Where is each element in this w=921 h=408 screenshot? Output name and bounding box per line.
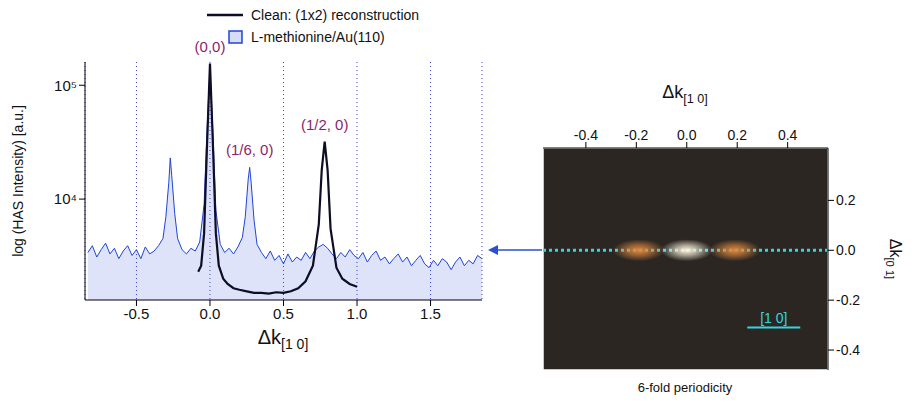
html-text:Δk[1 0]: Δk[1 0] <box>257 326 309 352</box>
html-text:L-methionine/Au(110): L-methionine/Au(110) <box>251 29 385 45</box>
svg-text:0.0: 0.0 <box>836 242 856 258</box>
svg-text:-0.2: -0.2 <box>836 292 860 308</box>
svg-text:0.0: 0.0 <box>677 127 697 143</box>
html-text:Δk: Δk <box>887 238 905 258</box>
svg-text:-0.5: -0.5 <box>124 305 150 322</box>
svg-text:0.5: 0.5 <box>273 305 294 322</box>
svg-text:-0.4: -0.4 <box>836 342 860 358</box>
html-text:log (HAS Intensity) [a.u.]: log (HAS Intensity) [a.u.] <box>10 105 26 257</box>
svg-text:[1 0]: [1 0] <box>760 310 787 326</box>
html-text:Clean: (1x2) reconstruction: Clean: (1x2) reconstruction <box>251 7 420 23</box>
svg-text:-0.2: -0.2 <box>624 127 648 143</box>
svg-text:(1/6, 0): (1/6, 0) <box>226 141 274 158</box>
svg-text:1.0: 1.0 <box>347 305 368 322</box>
html-text:6-fold periodicity: 6-fold periodicity <box>637 380 733 395</box>
svg-text:1.5: 1.5 <box>420 305 441 322</box>
html-text:[0 1]: [0 1] <box>883 257 896 280</box>
svg-text:(0,0): (0,0) <box>195 38 226 55</box>
svg-text:0.2: 0.2 <box>727 127 747 143</box>
svg-text:-0.4: -0.4 <box>574 127 598 143</box>
svg-text:(1/2, 0): (1/2, 0) <box>301 116 349 133</box>
svg-text:0.4: 0.4 <box>778 127 798 143</box>
svg-text:0.2: 0.2 <box>836 192 856 208</box>
svg-text:10⁴: 10⁴ <box>54 190 77 207</box>
svg-text:10⁵: 10⁵ <box>54 77 77 94</box>
html-text:Δk[1 0]: Δk[1 0] <box>662 82 708 106</box>
svg-text:0.0: 0.0 <box>200 305 221 322</box>
